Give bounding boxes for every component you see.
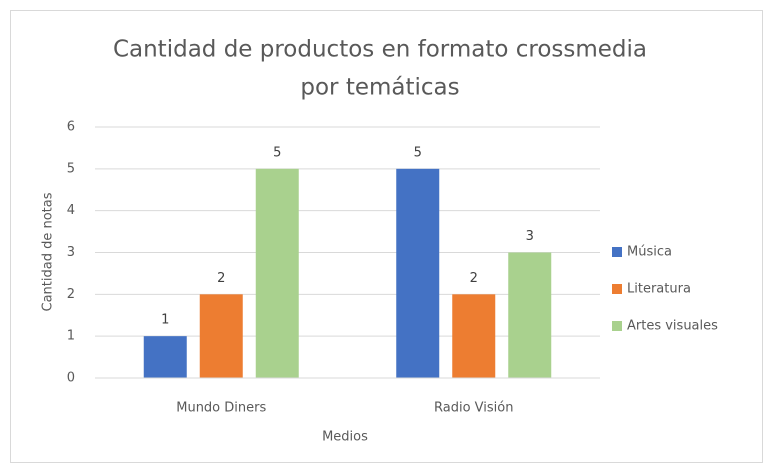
legend-swatch (612, 321, 622, 331)
y-tick-label: 2 (67, 287, 75, 302)
chart-title: por temáticas (300, 75, 459, 101)
x-tick-label: Mundo Diners (176, 401, 266, 416)
data-label: 5 (273, 145, 281, 160)
data-label: 3 (526, 229, 534, 244)
y-tick-label: 3 (67, 245, 75, 260)
y-tick-label: 1 (67, 329, 75, 344)
data-label: 2 (470, 271, 478, 286)
bar (143, 336, 187, 378)
data-label: 2 (217, 271, 225, 286)
legend-label: Literatura (627, 282, 691, 297)
y-axis-label: Cantidad de notas (41, 192, 56, 311)
data-label: 5 (414, 145, 422, 160)
legend-swatch (612, 284, 622, 294)
x-axis-label: Medios (322, 430, 368, 445)
data-label: 1 (161, 313, 169, 328)
bar (396, 168, 440, 378)
bar (452, 294, 496, 378)
y-tick-label: 4 (67, 203, 75, 218)
bar (199, 294, 243, 378)
bar (255, 168, 299, 378)
y-tick-label: 0 (67, 371, 75, 386)
chart-border (10, 10, 763, 463)
chart-title: Cantidad de productos en formato crossme… (113, 37, 647, 63)
legend-swatch (612, 247, 622, 257)
legend-label: Artes visuales (627, 319, 718, 334)
bar (508, 252, 552, 378)
x-tick-label: Radio Visión (434, 401, 513, 416)
y-tick-label: 5 (67, 161, 75, 176)
legend-label: Música (627, 245, 672, 260)
y-tick-label: 6 (67, 120, 75, 135)
